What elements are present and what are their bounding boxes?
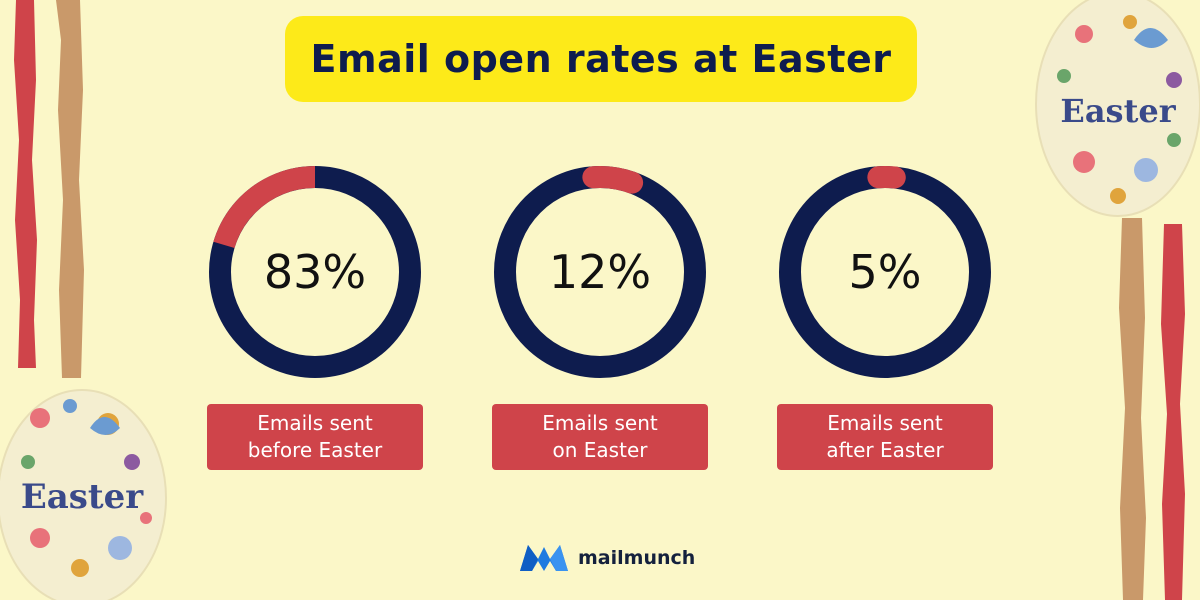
right-egg-text: Easter <box>1060 92 1176 130</box>
donut-on-easter: 12% <box>492 164 708 380</box>
label-line-1: Emails sent <box>257 411 373 435</box>
brand-logo: mailmunch <box>518 540 695 576</box>
label-line-1: Emails sent <box>542 411 658 435</box>
donut-arc-after <box>867 166 906 189</box>
label-line-1: Emails sent <box>827 411 943 435</box>
right-stripe-red <box>1161 224 1185 600</box>
donut-svg-on: 12% <box>494 166 706 378</box>
right-easter-egg: Easter <box>1035 0 1200 217</box>
donut-value-after: 5% <box>849 245 922 299</box>
chart-title: Email open rates at Easter <box>310 37 892 81</box>
donut-svg-before: 83% <box>209 166 421 378</box>
label-after-easter: Emails sent after Easter <box>777 404 993 470</box>
label-line-2: after Easter <box>826 438 944 462</box>
left-stripe-tan <box>56 0 84 378</box>
donut-value-before: 83% <box>264 245 366 299</box>
donut-arc-before <box>213 166 316 249</box>
left-easter-egg: Easter <box>0 389 167 600</box>
label-line-2: before Easter <box>247 438 383 462</box>
donut-value-on: 12% <box>549 245 651 299</box>
title-banner: Email open rates at Easter <box>285 16 917 102</box>
left-egg-text: Easter <box>21 477 144 517</box>
label-before-easter: Emails sent before Easter <box>207 404 423 470</box>
label-on-easter: Emails sent on Easter <box>492 404 708 470</box>
donut-svg-after: 5% <box>779 166 991 378</box>
left-stripe-red <box>14 0 37 368</box>
right-stripe-tan <box>1119 218 1146 600</box>
donut-after-easter: 5% <box>777 164 993 380</box>
donut-arc-on <box>582 166 644 194</box>
brand-name: mailmunch <box>578 547 696 569</box>
label-line-2: on Easter <box>552 438 648 462</box>
donut-before-easter: 83% <box>207 164 423 380</box>
mailmunch-logo-icon <box>520 545 568 571</box>
